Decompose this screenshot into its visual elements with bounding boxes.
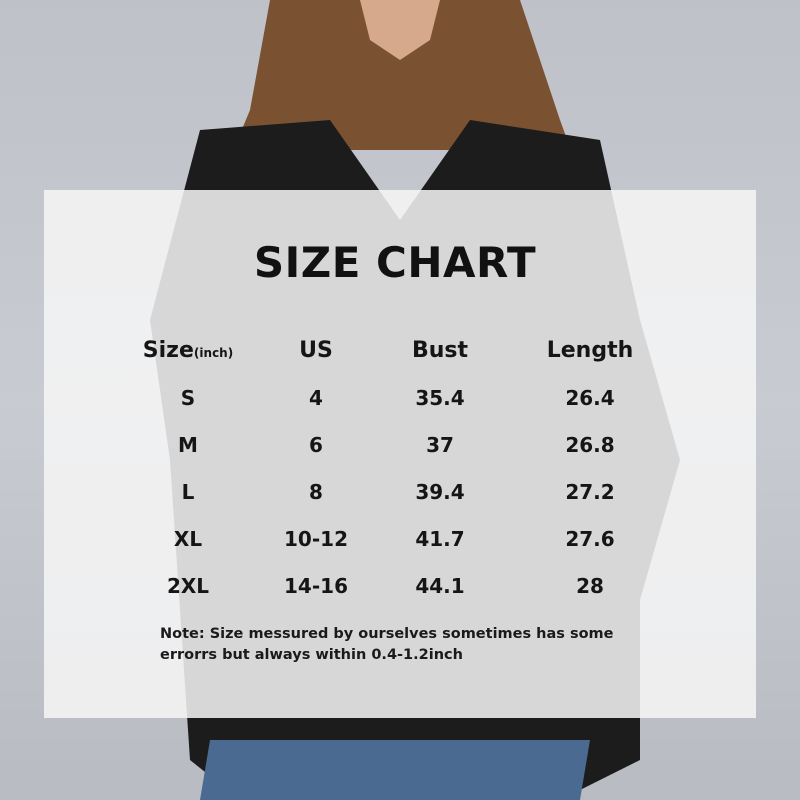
- cell-bust: 35.4: [415, 386, 465, 410]
- note-line-1: Note: Size messured by ourselves sometim…: [160, 626, 614, 642]
- hair: [200, 0, 600, 260]
- cell-us: 8: [309, 480, 323, 504]
- cell-size: M: [178, 433, 198, 457]
- cell-bust: 44.1: [415, 574, 465, 598]
- cell-bust: 37: [426, 433, 454, 457]
- cell-us: 10-12: [284, 527, 348, 551]
- header-us: US: [299, 338, 333, 363]
- cell-us: 6: [309, 433, 323, 457]
- cell-bust: 41.7: [415, 527, 465, 551]
- cell-us: 14-16: [284, 574, 348, 598]
- cell-size: XL: [173, 527, 203, 551]
- cell-size: S: [180, 386, 196, 410]
- header-bust: Bust: [411, 338, 469, 363]
- cell-size: L: [181, 480, 195, 504]
- cell-length: 26.4: [565, 386, 615, 410]
- size-unit: (inch): [193, 346, 234, 360]
- size-chart-panel: [44, 190, 756, 718]
- cell-length: 28: [576, 574, 604, 598]
- cell-length: 27.2: [565, 480, 615, 504]
- jeans: [200, 740, 590, 800]
- header-size: Size(inch): [142, 338, 234, 363]
- header-length: Length: [546, 338, 634, 363]
- cell-length: 27.6: [565, 527, 615, 551]
- note: Note: Size messured by ourselves sometim…: [160, 624, 720, 666]
- cell-bust: 39.4: [415, 480, 465, 504]
- face: [360, 0, 440, 60]
- size-chart-title: SIZE CHART: [253, 238, 537, 287]
- cell-size: 2XL: [166, 574, 210, 598]
- note-line-2: errorrs but always within 0.4-1.2inch: [160, 647, 463, 663]
- cell-length: 26.8: [565, 433, 615, 457]
- cell-us: 4: [309, 386, 323, 410]
